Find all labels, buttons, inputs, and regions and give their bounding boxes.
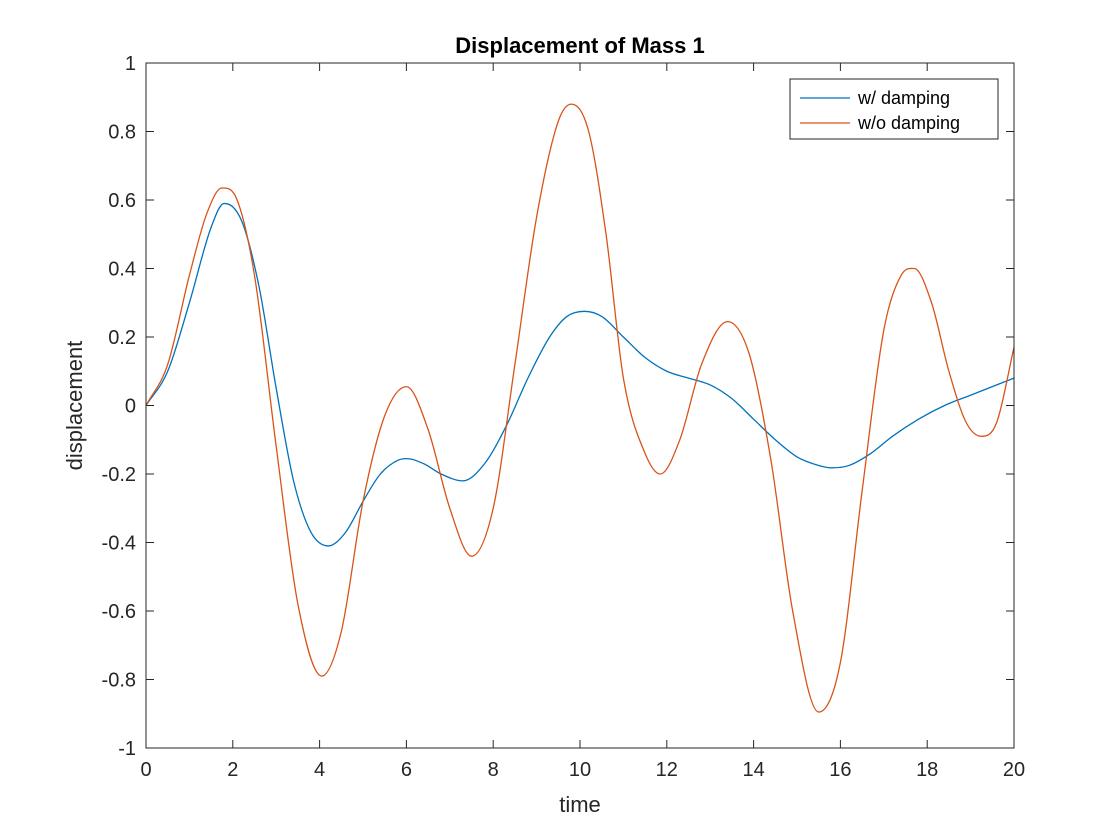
y-tick-label: 0 [125,396,136,418]
y-tick-label: -0.2 [102,464,136,486]
x-tick-label: 10 [569,759,591,781]
axes-layer: 0 2 4 6 8 10 12 14 16 18 20 -1 -0.8 -0.6 -0.4 -0.2 0 0.2 0… [102,53,1026,781]
x-tick-label: 6 [401,759,412,781]
y-tick-label: 0.6 [108,190,136,212]
series-line-without-damping [145,103,1015,713]
x-tick-label: 12 [656,759,678,781]
x-tick-label: 14 [742,759,764,781]
series-line-with-damping [145,202,1015,547]
x-tick-label: 4 [314,759,325,781]
y-tick-label: 1 [125,53,136,75]
y-tick-label: -0.8 [102,670,136,692]
y-tick-label: 0.2 [108,327,136,349]
x-tick-label: 16 [829,759,851,781]
x-tick-label: 0 [140,759,151,781]
chart-title: Displacement of Mass 1 [455,33,704,58]
x-tick-label: 8 [488,759,499,781]
legend-entry-without-damping-label: w/o damping [857,113,960,133]
x-tick-label: 18 [916,759,938,781]
y-tick-label: 0.8 [108,122,136,144]
plot-area [146,63,1014,748]
x-tick-label: 20 [1003,759,1025,781]
series-layer [145,103,1015,713]
y-axis-title: displacement [62,341,87,471]
legend-entry-with-damping-label: w/ damping [857,88,950,108]
legend-box [789,78,999,140]
x-tick-label: 2 [227,759,238,781]
x-axis-title: time [559,792,601,817]
y-tick-label: -0.4 [102,533,136,555]
y-tick-label: -0.6 [102,601,136,623]
y-tick-label: 0.4 [108,259,136,281]
legend: w/ damping w/o damping [789,78,999,140]
y-tick-label: -1 [118,738,136,760]
